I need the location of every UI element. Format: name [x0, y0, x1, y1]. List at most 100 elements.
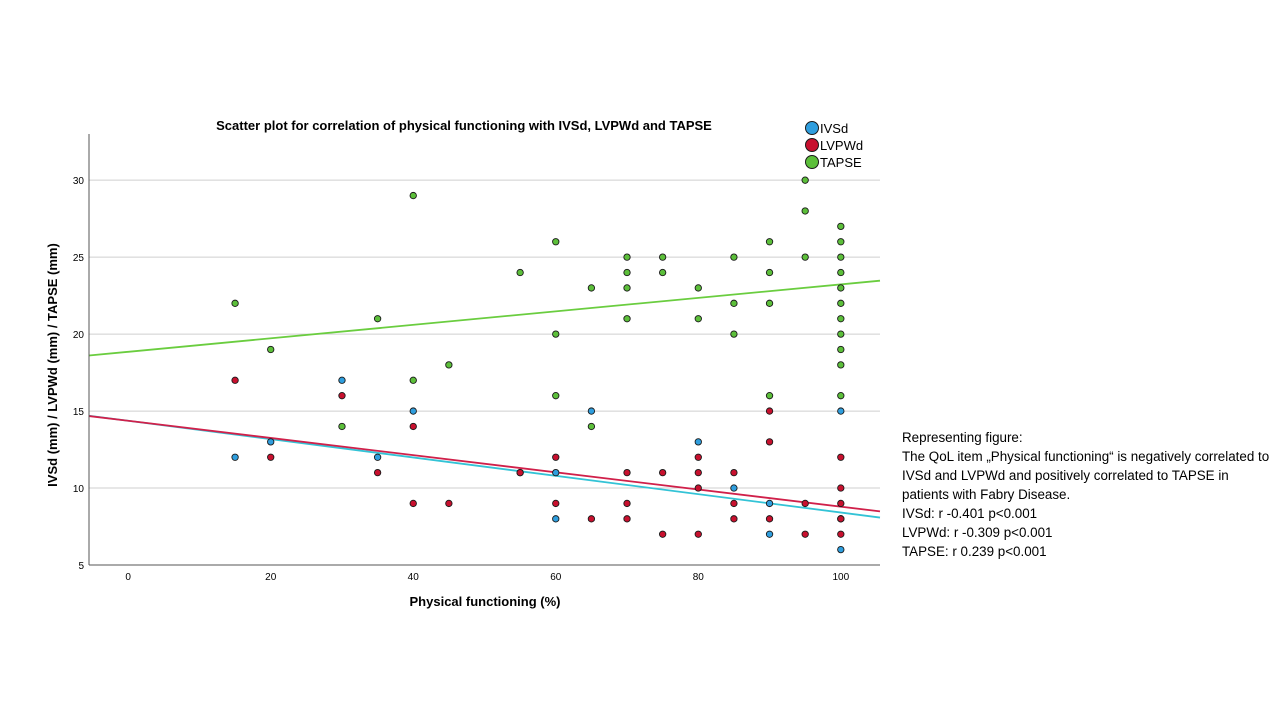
legend-marker-lvpwd [805, 138, 819, 152]
point-tapse [837, 345, 845, 354]
point-tapse [659, 268, 667, 277]
point-lvpwd [765, 515, 774, 523]
fit-line-tapse [88, 279, 881, 357]
point-tapse [765, 238, 774, 246]
point-tapse [552, 392, 560, 400]
point-lvpwd [267, 453, 275, 461]
point-lvpwd [231, 376, 239, 384]
point-lvpwd [659, 468, 667, 477]
point-tapse [694, 315, 702, 323]
point-tapse [837, 361, 845, 369]
point-lvpwd [552, 453, 560, 461]
point-lvpwd [837, 453, 845, 461]
point-tapse [765, 268, 774, 277]
point-lvpwd [765, 407, 774, 415]
side-note-line: IVSd: r -0.401 p<0.001 [902, 506, 1038, 521]
legend-marker-ivsd [805, 121, 819, 135]
point-ivsd [587, 407, 596, 415]
point-lvpwd [516, 468, 524, 477]
point-lvpwd [445, 499, 453, 508]
point-lvpwd [552, 499, 560, 508]
point-tapse [837, 392, 845, 400]
point-lvpwd [730, 468, 738, 477]
legend: IVSd LVPWd TAPSE [805, 121, 863, 170]
point-tapse [837, 268, 845, 277]
point-tapse [730, 330, 738, 338]
y-tick-label: 30 [73, 176, 85, 187]
point-tapse [267, 345, 275, 354]
y-tick-label: 25 [73, 253, 85, 264]
point-ivsd [837, 545, 845, 554]
point-ivsd [552, 468, 560, 477]
x-tick-label: 100 [832, 572, 849, 583]
point-tapse [623, 315, 631, 323]
side-note-heading: Representing figure: [902, 430, 1023, 445]
point-tapse [801, 207, 809, 215]
point-tapse [409, 191, 417, 200]
point-tapse [837, 284, 845, 292]
point-ivsd [552, 515, 560, 523]
point-tapse [801, 253, 809, 261]
point-lvpwd [338, 392, 346, 400]
point-lvpwd [694, 453, 702, 461]
point-lvpwd [765, 438, 774, 446]
legend-label-tapse: TAPSE [820, 155, 862, 170]
point-tapse [409, 376, 417, 384]
point-tapse [587, 284, 596, 292]
point-tapse [837, 222, 845, 231]
point-lvpwd [409, 422, 417, 431]
point-lvpwd [694, 468, 702, 477]
point-ivsd [837, 407, 845, 415]
chart-title: Scatter plot for correlation of physical… [216, 118, 712, 133]
gridlines [89, 179, 880, 566]
point-tapse [552, 330, 560, 338]
legend-label-lvpwd: LVPWd [820, 138, 863, 153]
point-lvpwd [659, 530, 667, 538]
fit-lines [88, 279, 881, 519]
point-tapse [623, 268, 631, 277]
x-tick-label: 60 [550, 572, 562, 583]
legend-label-ivsd: IVSd [820, 121, 848, 136]
point-tapse [623, 253, 631, 261]
point-ivsd [409, 407, 417, 415]
point-tapse [373, 315, 382, 323]
x-axis-label: Physical functioning (%) [410, 594, 561, 609]
point-lvpwd [587, 515, 596, 523]
point-ivsd [730, 484, 738, 492]
point-ivsd [694, 438, 702, 446]
point-ivsd [765, 530, 774, 538]
legend-marker-tapse [805, 155, 819, 169]
tick-labels: 5 10 15 20 25 30 0 20 40 60 80 100 [73, 176, 850, 583]
y-tick-label: 20 [73, 330, 85, 341]
point-tapse [338, 422, 346, 431]
point-tapse [694, 284, 702, 292]
y-tick-label: 15 [73, 407, 85, 418]
axes [88, 134, 880, 566]
point-tapse [730, 253, 738, 261]
y-tick-label: 10 [73, 484, 85, 495]
point-lvpwd [801, 499, 809, 508]
x-tick-label: 80 [693, 572, 705, 583]
point-lvpwd [730, 515, 738, 523]
point-tapse [659, 253, 667, 261]
side-note-line: The QoL item „Physical functioning“ is n… [902, 449, 1270, 502]
point-ivsd [338, 376, 346, 384]
side-note: Representing figure: The QoL item „Physi… [902, 428, 1272, 561]
point-tapse [552, 238, 560, 246]
point-tapse [623, 284, 631, 292]
x-tick-label: 20 [265, 572, 277, 583]
y-tick-label: 5 [78, 561, 84, 572]
point-lvpwd [801, 530, 809, 538]
point-tapse [765, 299, 774, 307]
point-tapse [445, 361, 453, 369]
point-tapse [801, 176, 809, 184]
point-lvpwd [623, 499, 631, 508]
data-points [231, 176, 845, 554]
point-ivsd [231, 453, 239, 461]
point-tapse [587, 422, 596, 431]
y-axis-label: IVSd (mm) / LVPWd (mm) / TAPSE (mm) [45, 243, 60, 487]
point-lvpwd [409, 499, 417, 508]
point-tapse [837, 330, 845, 338]
point-lvpwd [373, 468, 382, 477]
